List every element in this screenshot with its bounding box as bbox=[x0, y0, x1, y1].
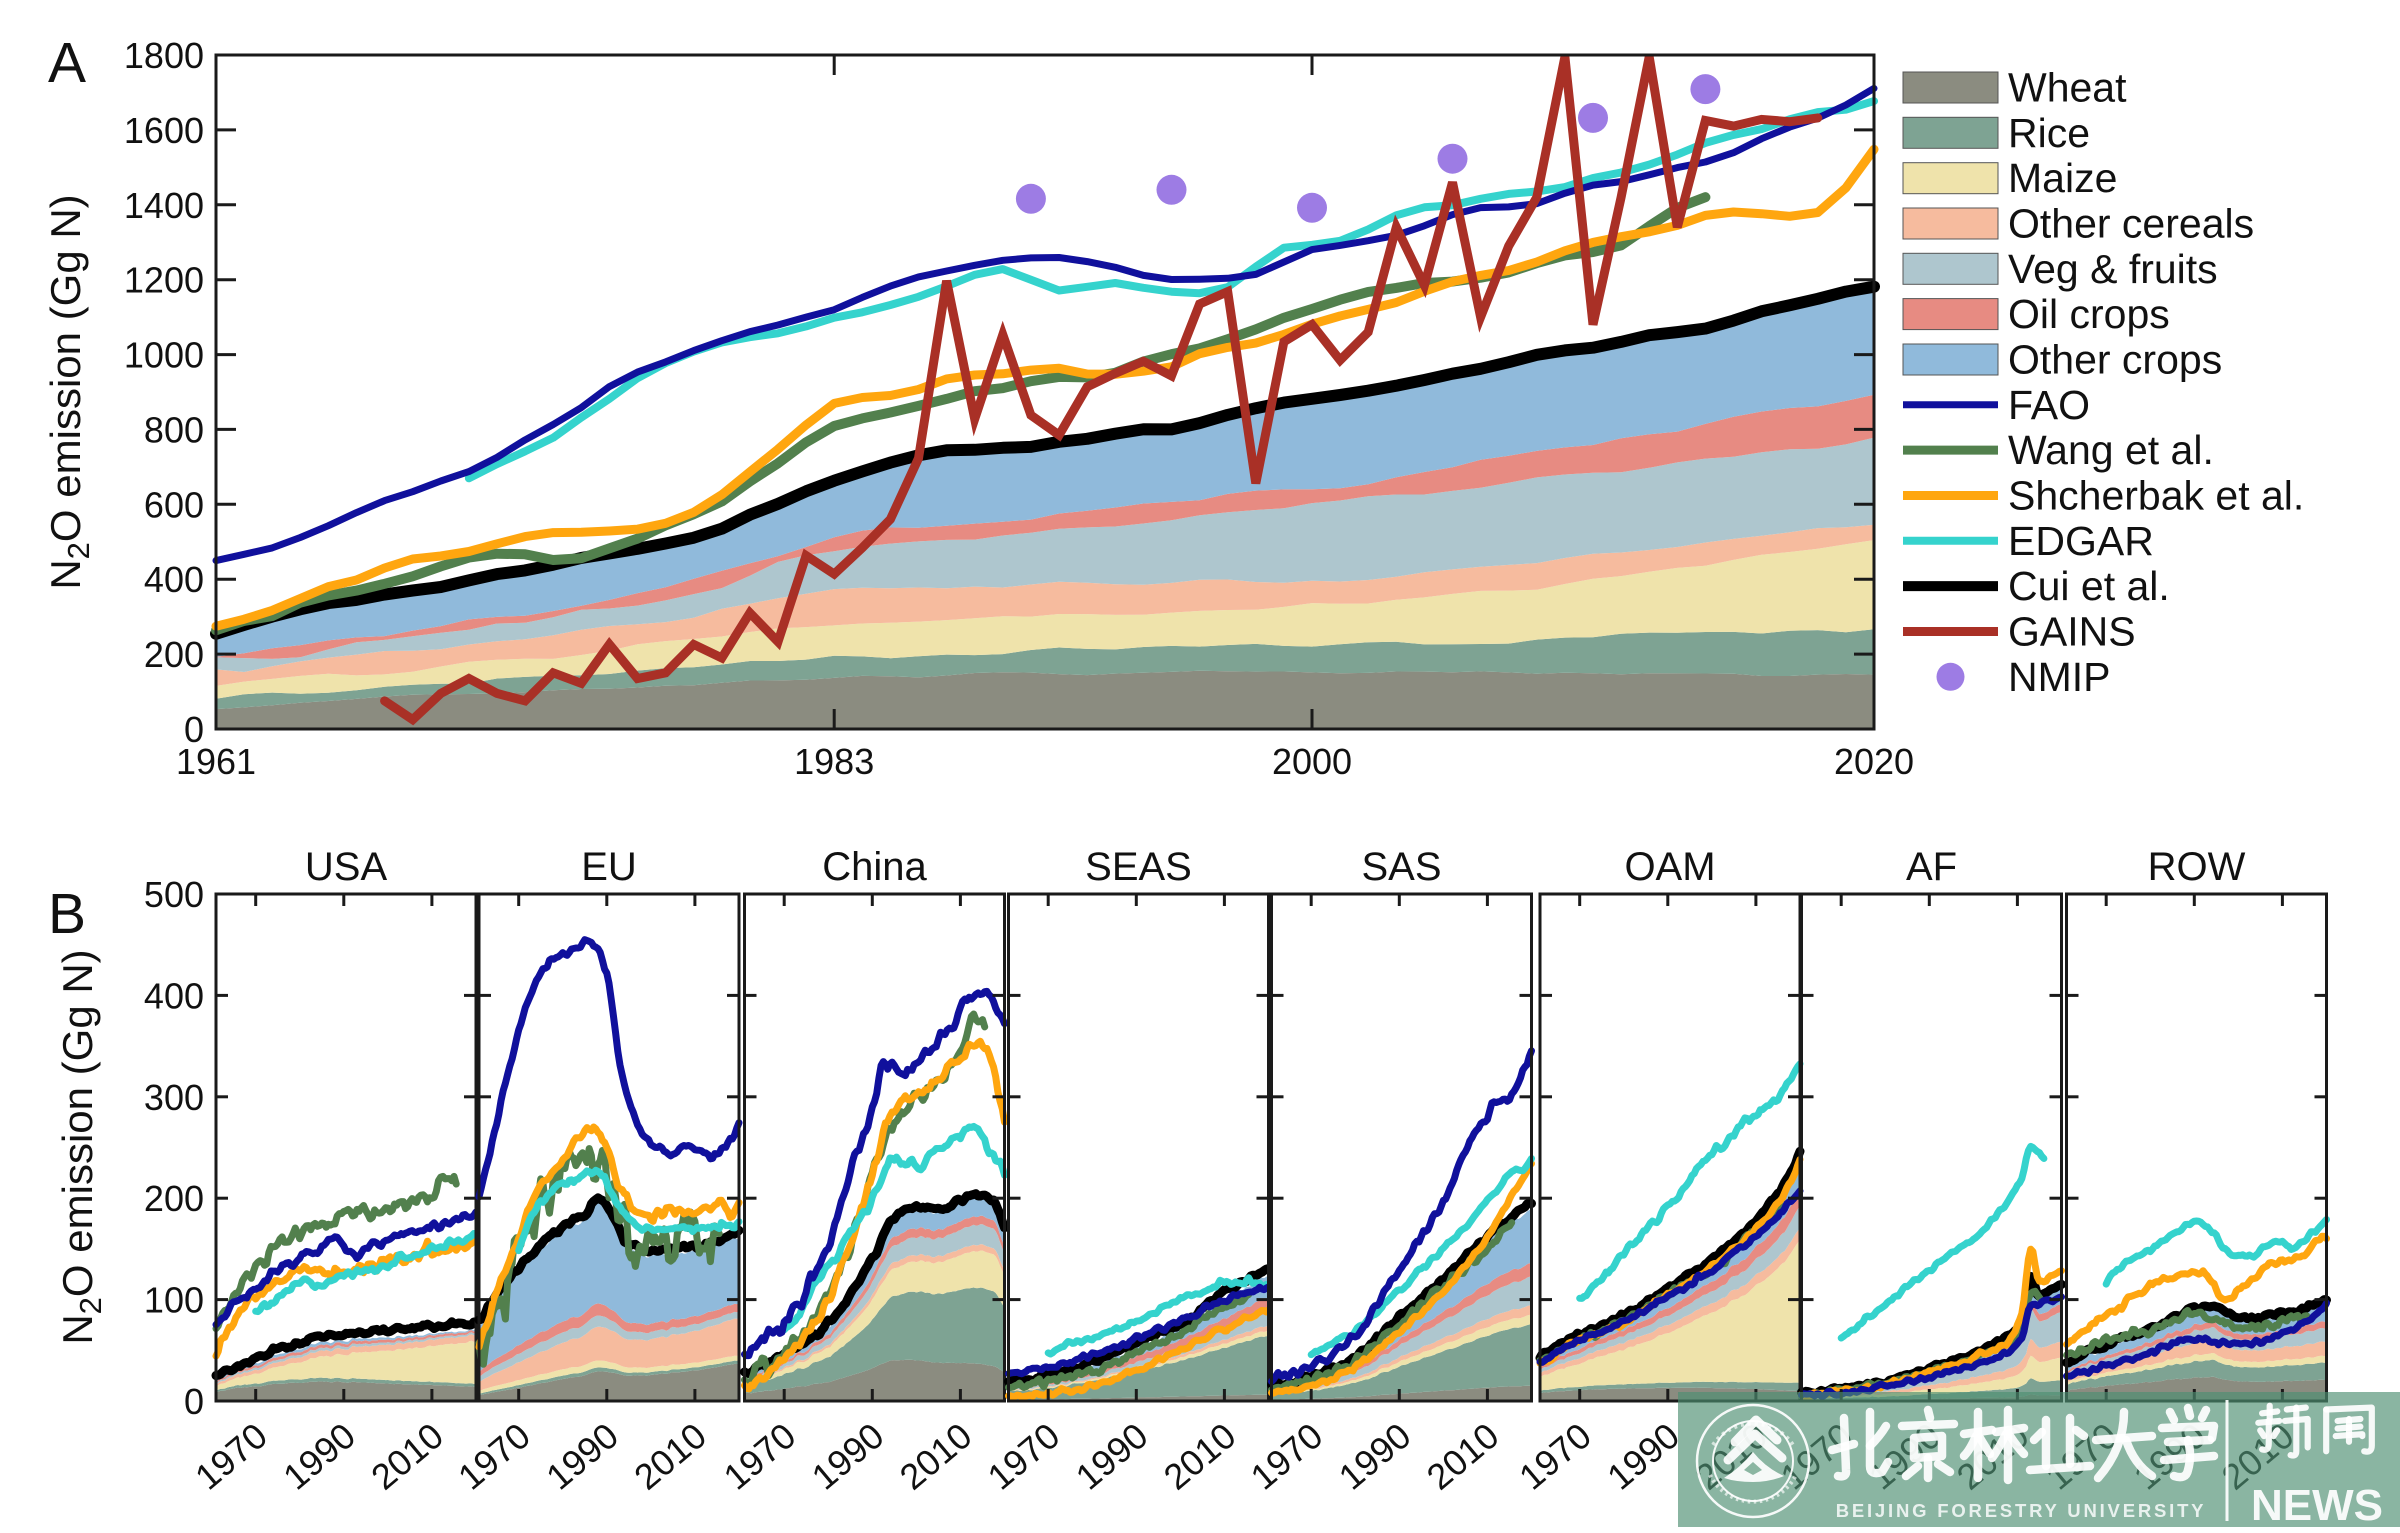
svg-text:EDGAR: EDGAR bbox=[2008, 518, 2154, 564]
svg-text:NMIP: NMIP bbox=[2008, 654, 2111, 700]
svg-text:Oil crops: Oil crops bbox=[2008, 291, 2170, 337]
svg-text:1600: 1600 bbox=[124, 110, 204, 151]
svg-text:400: 400 bbox=[144, 559, 204, 600]
svg-text:OAM: OAM bbox=[1624, 845, 1715, 889]
svg-text:ROW: ROW bbox=[2148, 845, 2246, 889]
svg-text:Wang et al.: Wang et al. bbox=[2008, 427, 2214, 473]
svg-text:0: 0 bbox=[184, 1381, 204, 1422]
svg-text:2000: 2000 bbox=[1272, 741, 1352, 782]
svg-text:FAO: FAO bbox=[2008, 382, 2090, 428]
svg-text:100: 100 bbox=[144, 1280, 204, 1321]
svg-text:SAS: SAS bbox=[1361, 845, 1441, 889]
svg-text:AF: AF bbox=[1906, 845, 1957, 889]
svg-text:Shcherbak et al.: Shcherbak et al. bbox=[2008, 473, 2304, 519]
svg-text:500: 500 bbox=[144, 874, 204, 915]
svg-text:Other crops: Other crops bbox=[2008, 337, 2222, 383]
svg-text:1983: 1983 bbox=[794, 741, 874, 782]
svg-text:USA: USA bbox=[305, 845, 388, 889]
svg-text:200: 200 bbox=[144, 1178, 204, 1219]
svg-text:1200: 1200 bbox=[124, 260, 204, 301]
svg-text:300: 300 bbox=[144, 1077, 204, 1118]
svg-text:GAINS: GAINS bbox=[2008, 609, 2136, 655]
svg-text:Wheat: Wheat bbox=[2008, 65, 2127, 111]
svg-text:China: China bbox=[822, 845, 927, 889]
svg-text:Veg & fruits: Veg & fruits bbox=[2008, 246, 2218, 292]
svg-text:Maize: Maize bbox=[2008, 155, 2117, 201]
svg-text:1400: 1400 bbox=[124, 185, 204, 226]
svg-text:400: 400 bbox=[144, 975, 204, 1016]
svg-text:800: 800 bbox=[144, 409, 204, 450]
svg-text:1000: 1000 bbox=[124, 335, 204, 376]
svg-text:B: B bbox=[48, 882, 86, 946]
svg-text:1800: 1800 bbox=[124, 35, 204, 76]
svg-text:Other cereals: Other cereals bbox=[2008, 201, 2254, 247]
svg-text:SEAS: SEAS bbox=[1085, 845, 1192, 889]
svg-text:EU: EU bbox=[581, 845, 637, 889]
svg-text:600: 600 bbox=[144, 484, 204, 525]
svg-text:Rice: Rice bbox=[2008, 110, 2090, 156]
svg-text:A: A bbox=[48, 31, 86, 95]
svg-text:N2O emission (Gg N): N2O emission (Gg N) bbox=[54, 949, 108, 1344]
svg-text:200: 200 bbox=[144, 634, 204, 675]
svg-text:N2O emission (Gg N): N2O emission (Gg N) bbox=[42, 194, 96, 589]
svg-text:0: 0 bbox=[184, 709, 204, 750]
svg-text:BEIJING FORESTRY UNIVERSITY: BEIJING FORESTRY UNIVERSITY bbox=[1836, 1500, 2207, 1521]
svg-text:2020: 2020 bbox=[1834, 741, 1914, 782]
svg-text:Cui et al.: Cui et al. bbox=[2008, 563, 2170, 609]
svg-text:NEWS: NEWS bbox=[2251, 1481, 2383, 1530]
svg-text:1961: 1961 bbox=[176, 741, 256, 782]
